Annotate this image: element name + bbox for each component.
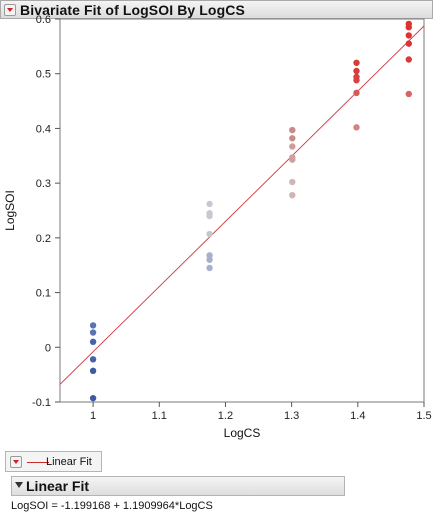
x-tick-label: 1.3 <box>284 410 299 422</box>
red-triangle-menu-icon[interactable] <box>10 456 22 468</box>
data-point <box>353 89 360 97</box>
y-tick-label: 0.4 <box>36 123 51 135</box>
data-point <box>206 200 213 208</box>
x-tick-label: 1.1 <box>152 410 167 422</box>
y-tick-label: 0.3 <box>36 178 51 190</box>
linear-fit-report-header[interactable]: Linear Fit <box>11 476 345 496</box>
collapse-triangle-icon[interactable] <box>15 482 23 488</box>
x-tick-label: 1.4 <box>350 410 365 422</box>
data-point <box>89 394 97 402</box>
y-tick-label: 0.6 <box>36 14 51 26</box>
data-point <box>405 90 412 98</box>
data-point <box>89 329 97 336</box>
fit-line-swatch <box>27 462 49 463</box>
data-point <box>353 124 360 131</box>
scatter-plot: 1 1.1 1.2 1.3 1.4 1.5 -0.1 0 0.1 0.2 0.3 0.4 0.5 0.6 L… <box>3 14 432 440</box>
data-point <box>289 156 296 163</box>
linear-fit-legend-button[interactable]: Linear Fit <box>5 451 102 472</box>
data-point <box>289 191 296 199</box>
x-axis-label: LogCS <box>224 426 261 440</box>
data-point <box>405 40 412 47</box>
y-tick-label: 0 <box>45 342 51 354</box>
plot-frame <box>59 18 425 403</box>
y-tick-label: -0.1 <box>32 397 51 409</box>
report-title: Linear Fit <box>26 478 90 494</box>
y-axis-label: LogSOI <box>3 190 17 231</box>
data-point <box>405 24 412 31</box>
data-point <box>289 126 296 134</box>
x-tick-label: 1.2 <box>218 410 233 422</box>
data-point <box>89 367 97 375</box>
x-tick-label: 1 <box>90 410 96 422</box>
data-point <box>289 135 296 142</box>
red-triangle-menu-icon[interactable] <box>4 4 16 16</box>
data-point <box>405 32 412 39</box>
y-tick-label: 0.5 <box>36 69 51 81</box>
data-point <box>206 230 213 238</box>
data-point <box>89 356 97 363</box>
x-tick-label: 1.5 <box>416 410 431 422</box>
data-point <box>89 338 97 346</box>
legend-label: Linear Fit <box>46 456 92 468</box>
data-point <box>353 77 360 84</box>
y-tick-label: 0.2 <box>36 233 51 245</box>
data-point <box>353 59 360 66</box>
data-point <box>89 322 97 329</box>
data-point <box>405 56 412 63</box>
data-point <box>289 143 296 150</box>
fit-line <box>60 25 424 385</box>
data-point <box>353 67 360 75</box>
data-point <box>206 252 213 259</box>
fit-equation: LogSOI = -1.199168 + 1.1909964*LogCS <box>11 500 213 512</box>
panel-title: Bivariate Fit of LogSOI By LogCS <box>20 2 245 18</box>
data-point <box>206 256 213 263</box>
y-tick-label: 0.1 <box>36 288 51 300</box>
data-point <box>289 178 296 186</box>
data-point <box>206 264 213 272</box>
data-point <box>206 212 213 220</box>
